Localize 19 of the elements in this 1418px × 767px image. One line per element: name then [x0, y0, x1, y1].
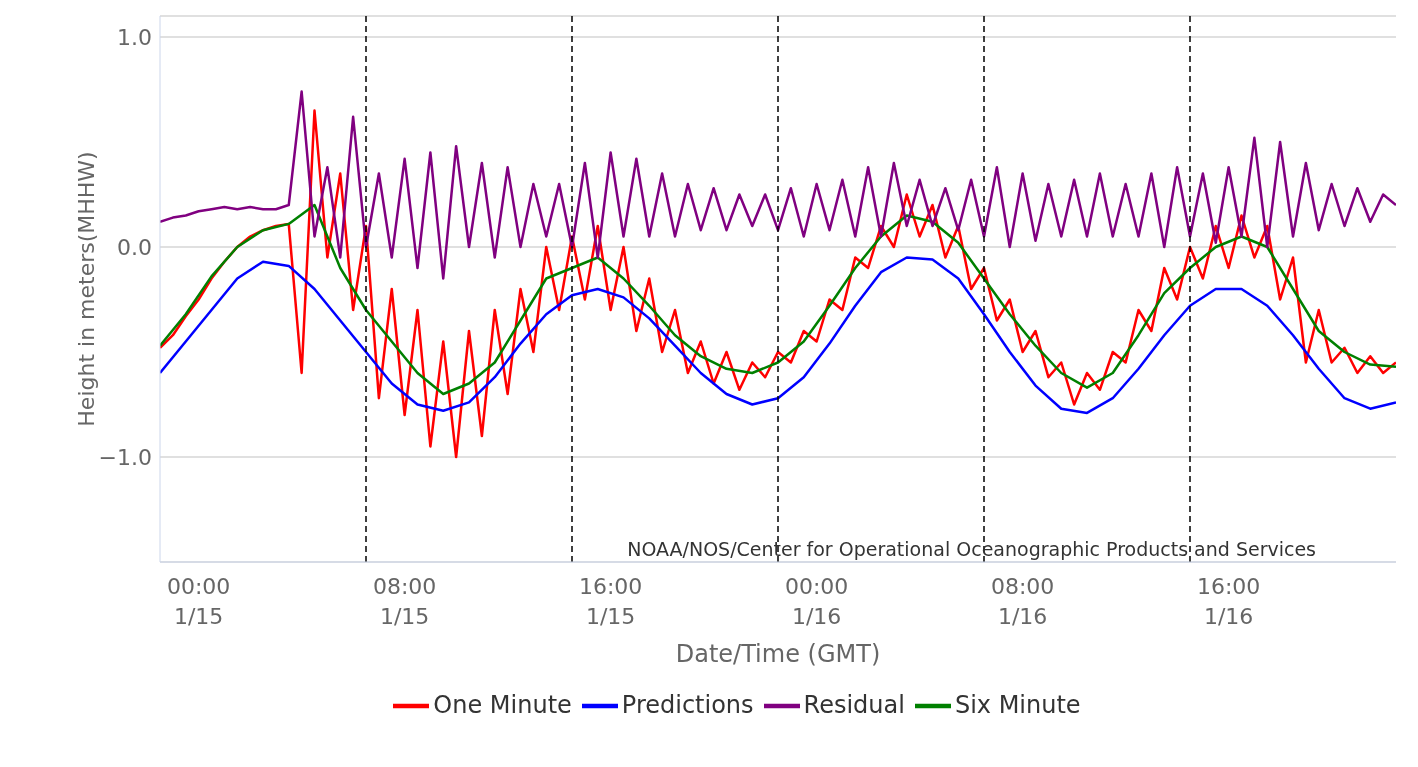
- x-tick-label: 08:00 1/16: [990, 574, 1055, 629]
- legend-label: Six Minute: [954, 691, 1081, 719]
- line-series: [160, 256, 1396, 415]
- x-tick-label: 08:00 1/15: [372, 574, 437, 629]
- legend-label: Residual: [803, 691, 905, 719]
- line-series: [160, 203, 1396, 396]
- legend-label: Predictions: [621, 691, 754, 719]
- legend-label: One Minute: [433, 691, 572, 719]
- y-tick-label: −1.0: [98, 444, 152, 470]
- annotation: NOAA/NOS/Center for Operational Oceanographic Products and Services: [626, 538, 1316, 560]
- y-axis-title: Height in meters(MHHW): [73, 151, 99, 427]
- x-tick-label: 00:00 1/15: [166, 574, 231, 629]
- y-tick-label: 1.0: [117, 24, 152, 50]
- line-series: [160, 90, 1396, 280]
- x-tick-label: 16:00 1/16: [1196, 574, 1261, 629]
- x-tick-label: 16:00 1/15: [578, 574, 643, 629]
- x-axis-title: Date/Time (GMT): [675, 640, 881, 668]
- y-tick-label: 0.0: [117, 234, 152, 260]
- x-tick-label: 00:00 1/16: [784, 574, 849, 629]
